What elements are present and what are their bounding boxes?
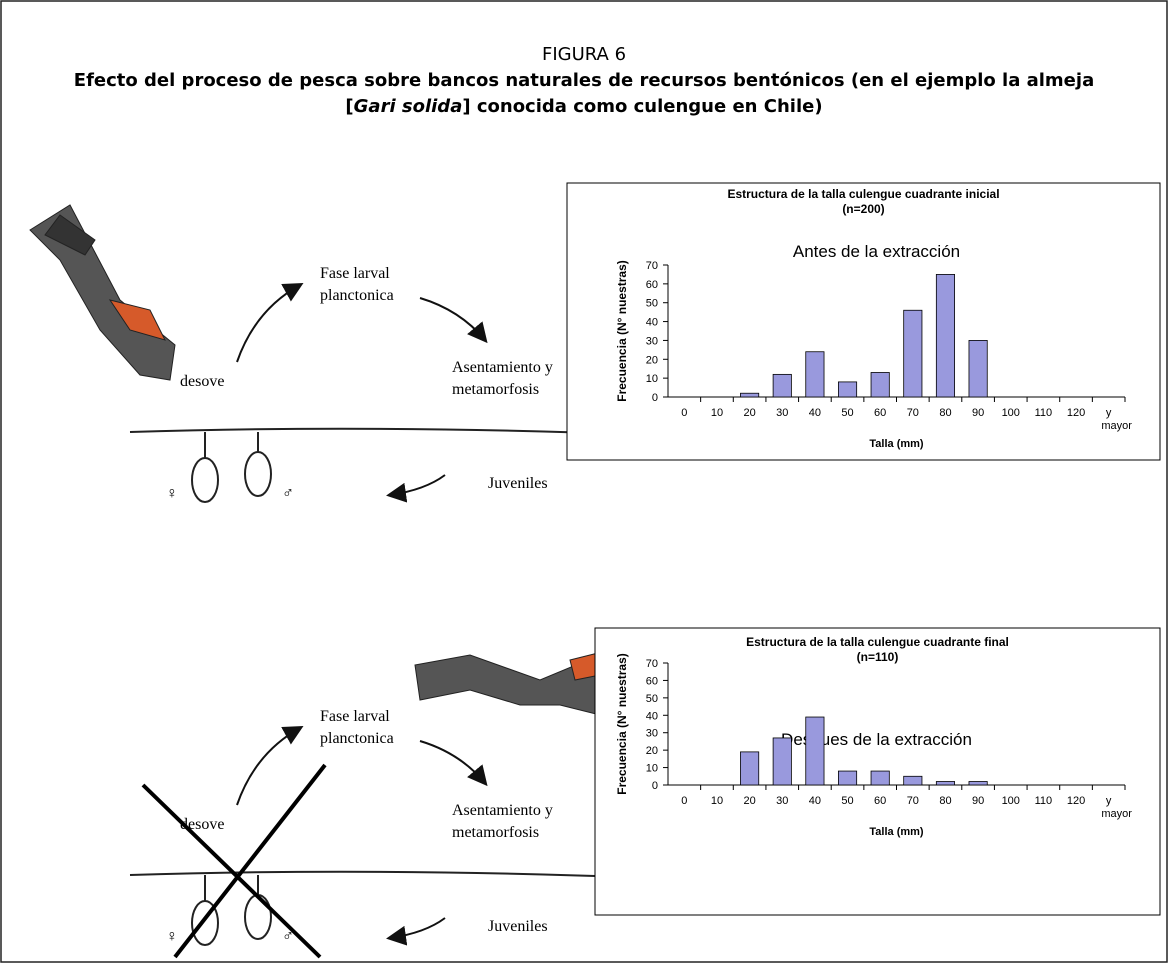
label: Fase larval <box>320 708 390 725</box>
x-tick-label: 100 <box>1002 795 1020 807</box>
y-tick-label: 40 <box>646 710 658 722</box>
x-tick-label: 100 <box>1002 407 1020 419</box>
x-tick-label: 40 <box>809 795 821 807</box>
chart-title: Estructura de la talla culengue cuadrant… <box>727 187 999 201</box>
x-tick-label: 10 <box>711 407 723 419</box>
x-tick-label: 0 <box>681 407 687 419</box>
y-tick-label: 30 <box>646 728 658 740</box>
title-part: Gari solida <box>354 96 463 117</box>
annotation: Antes de la extracción <box>793 242 960 261</box>
chart: Estructura de la talla culengue cuadrant… <box>595 628 1160 915</box>
bar <box>838 771 856 785</box>
y-tick-label: 20 <box>646 354 658 366</box>
figure: FIGURA 6 Efecto del proceso de pesca sob… <box>0 0 1168 963</box>
x-tick-label: 50 <box>841 407 853 419</box>
x-tick-label: 120 <box>1067 795 1085 807</box>
y-tick-label: 30 <box>646 335 658 347</box>
x-tick-label: 50 <box>841 795 853 807</box>
label: ♂ <box>282 485 294 502</box>
x-tick-label: 10 <box>711 795 723 807</box>
x-tick-label: 110 <box>1035 407 1053 419</box>
y-tick-label: 50 <box>646 693 658 705</box>
bar <box>871 372 889 397</box>
label: Fase larval <box>320 265 390 282</box>
y-axis-label: Frecuencia (N° nuestras) <box>615 653 629 795</box>
x-tick-label: 120 <box>1067 407 1085 419</box>
bar <box>904 776 922 785</box>
title-part: ] conocida como culengue en Chile) <box>462 96 822 117</box>
bar <box>773 374 791 397</box>
label: desove <box>180 373 224 390</box>
x-tick-label: 20 <box>743 795 755 807</box>
x-axis-label: Talla (mm) <box>869 826 924 838</box>
label: Juveniles <box>488 475 548 492</box>
x-tick-label: 90 <box>972 795 984 807</box>
bar <box>838 382 856 397</box>
bar <box>806 352 824 397</box>
y-tick-label: 50 <box>646 298 658 310</box>
y-tick-label: 40 <box>646 317 658 329</box>
chart-title: Estructura de la talla culengue cuadrant… <box>746 635 1009 649</box>
y-tick-label: 20 <box>646 745 658 757</box>
y-tick-label: 10 <box>646 763 658 775</box>
label: ♀ <box>166 485 178 502</box>
bar <box>773 738 791 785</box>
label: Juveniles <box>488 918 548 935</box>
x-tick-label: 70 <box>907 795 919 807</box>
bar <box>871 771 889 785</box>
x-tick-label: 80 <box>939 795 951 807</box>
title-part: [ <box>345 96 353 117</box>
bar <box>936 782 954 785</box>
label: planctonica <box>320 287 394 304</box>
x-tick-label: 30 <box>776 795 788 807</box>
bar <box>806 717 824 785</box>
label: metamorfosis <box>452 824 539 841</box>
label: planctonica <box>320 730 394 747</box>
figure-label: FIGURA 6 <box>542 44 626 65</box>
y-tick-label: 60 <box>646 279 658 291</box>
label: Asentamiento y <box>452 359 553 376</box>
bar <box>969 340 987 397</box>
bar <box>740 752 758 785</box>
label: Asentamiento y <box>452 802 553 819</box>
bar <box>904 310 922 397</box>
y-tick-label: 60 <box>646 675 658 687</box>
y-axis-label: Frecuencia (N° nuestras) <box>615 260 629 402</box>
y-tick-label: 70 <box>646 658 658 670</box>
y-tick-label: 0 <box>652 392 658 404</box>
label: ♀ <box>166 928 178 945</box>
label: metamorfosis <box>452 381 539 398</box>
x-tick-label: 70 <box>907 407 919 419</box>
chart-subtitle: (n=110) <box>857 650 899 664</box>
y-tick-label: 10 <box>646 373 658 385</box>
x-tick-label: 0 <box>681 795 687 807</box>
figure-title: Efecto del proceso de pesca sobre bancos… <box>74 70 1094 91</box>
y-tick-label: 0 <box>652 780 658 792</box>
bar <box>936 274 954 397</box>
bar <box>740 393 758 397</box>
chart: Estructura de la talla culengue cuadrant… <box>567 183 1160 460</box>
x-axis-label: Talla (mm) <box>869 438 924 450</box>
figure-title: [Gari solida] conocida como culengue en … <box>345 96 822 117</box>
bar <box>969 782 987 785</box>
x-tick-label: 110 <box>1035 795 1053 807</box>
x-tick-label: 60 <box>874 407 886 419</box>
x-tick-label: 40 <box>809 407 821 419</box>
x-tick-label: 20 <box>743 407 755 419</box>
x-tick-label: 30 <box>776 407 788 419</box>
x-tick-label: 90 <box>972 407 984 419</box>
x-tick-label: 80 <box>939 407 951 419</box>
label: desove <box>180 816 224 833</box>
x-tick-label: 60 <box>874 795 886 807</box>
y-tick-label: 70 <box>646 260 658 272</box>
chart-subtitle: (n=200) <box>842 202 884 216</box>
